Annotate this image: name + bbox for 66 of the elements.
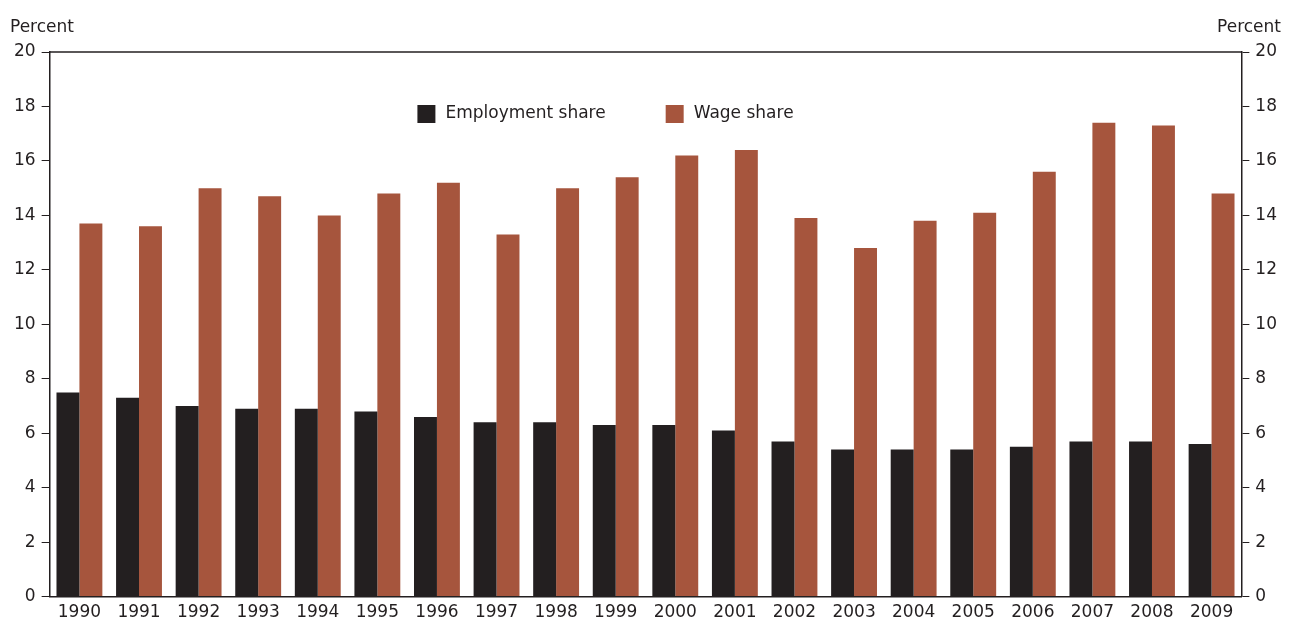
- x-tick-label: 2007: [1070, 601, 1115, 622]
- x-tick-label: 2004: [892, 601, 936, 622]
- y2-tick-label: 8: [1255, 367, 1267, 388]
- y2-axis-title: Percent: [1217, 16, 1282, 36]
- bar: [258, 196, 282, 597]
- bar: [973, 212, 997, 597]
- bar: [317, 215, 341, 597]
- y-tick-label: 20: [13, 40, 36, 61]
- x-tick-label: 2003: [832, 601, 876, 622]
- y2-tick-label: 20: [1255, 40, 1278, 61]
- y-axis-title: Percent: [10, 16, 75, 36]
- y2-tick-label: 12: [1255, 258, 1278, 279]
- x-tick-label: 2008: [1130, 601, 1174, 622]
- x-tick-label: 1999: [594, 601, 638, 622]
- bar: [198, 188, 222, 597]
- bar: [496, 234, 520, 597]
- x-tick-label: 2001: [713, 601, 757, 622]
- bar: [1032, 171, 1056, 597]
- bar: [139, 226, 162, 597]
- y2-tick-label: 10: [1255, 312, 1278, 333]
- y2-tick-label: 14: [1255, 203, 1278, 224]
- x-tick-label: 2006: [1011, 601, 1055, 622]
- bar: [913, 220, 937, 597]
- y2-tick-label: 18: [1255, 94, 1278, 115]
- y-tick-label: 18: [13, 94, 36, 115]
- x-tick-label: 1992: [176, 601, 221, 622]
- y-tick-label: 2: [24, 530, 36, 551]
- bar: [734, 150, 758, 597]
- bar: [794, 218, 818, 597]
- y2-tick-label: 16: [1255, 149, 1278, 170]
- bar: [1151, 125, 1175, 597]
- x-tick-label: 1993: [236, 601, 280, 622]
- bar: [854, 248, 877, 597]
- bar: [556, 188, 580, 597]
- bar: [675, 155, 699, 597]
- y-tick-label: 14: [13, 203, 36, 224]
- x-tick-label: 2000: [653, 601, 697, 622]
- x-tick-label: 1995: [355, 601, 399, 622]
- bar: [79, 223, 103, 597]
- legend-label: Wage share: [693, 102, 794, 123]
- x-tick-label: 2002: [772, 601, 817, 622]
- y-tick-label: 8: [24, 367, 36, 388]
- x-tick-label: 1994: [296, 601, 340, 622]
- bar: [1211, 193, 1235, 597]
- y2-tick-label: 6: [1255, 421, 1267, 442]
- x-tick-label: 1997: [474, 601, 519, 622]
- y2-tick-label: 0: [1255, 585, 1267, 606]
- y-tick-label: 0: [24, 585, 36, 606]
- legend-label: Employment share: [445, 102, 606, 123]
- x-tick-label: 2005: [951, 601, 995, 622]
- y-tick-label: 12: [13, 258, 36, 279]
- x-tick-label: 2009: [1189, 601, 1234, 622]
- y-tick-label: 4: [24, 476, 36, 497]
- y-tick-label: 16: [13, 149, 36, 170]
- y2-tick-label: 2: [1255, 530, 1267, 551]
- bar: [377, 193, 401, 597]
- x-tick-label: 1991: [117, 601, 161, 622]
- x-tick-label: 1996: [415, 601, 459, 622]
- y2-tick-label: 4: [1255, 476, 1267, 497]
- bar: [615, 177, 639, 597]
- bar: [436, 182, 460, 597]
- bar: [1092, 122, 1116, 597]
- x-tick-label: 1998: [534, 601, 578, 622]
- x-tick-label: 1990: [57, 601, 102, 622]
- y-tick-label: 6: [24, 421, 36, 442]
- y-tick-label: 10: [13, 312, 36, 333]
